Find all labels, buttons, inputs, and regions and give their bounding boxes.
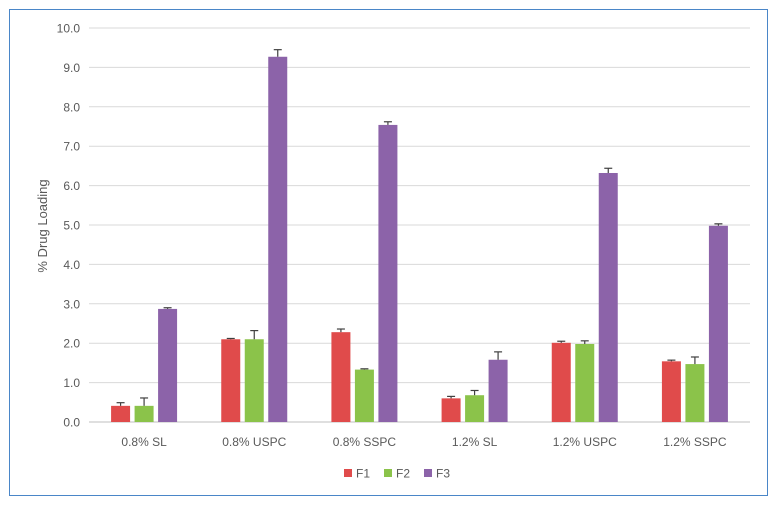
x-tick-label: 0.8% USPC (222, 435, 286, 449)
x-tick-label: 1.2% SSPC (663, 435, 727, 449)
y-tick-label: 4.0 (63, 258, 80, 272)
y-tick-label: 2.0 (63, 337, 80, 351)
bar-f3 (378, 124, 398, 422)
bar-f2 (134, 405, 154, 422)
error-bars (116, 49, 723, 406)
legend-label-f1: F1 (356, 467, 370, 481)
bar-f3 (158, 308, 178, 422)
legend-label-f3: F3 (436, 467, 450, 481)
x-tick-label: 0.8% SSPC (333, 435, 397, 449)
bar-f2 (354, 369, 374, 422)
bar-f1 (111, 405, 131, 422)
legend: F1 F2 F3 (344, 467, 450, 481)
bar-f2 (575, 343, 595, 422)
bars (111, 56, 728, 423)
y-tick-label: 7.0 (63, 140, 80, 154)
y-tick-label: 10.0 (57, 22, 81, 36)
bar-f1 (661, 361, 681, 422)
bar-f3 (708, 225, 728, 422)
bar-f1 (221, 339, 241, 422)
y-tick-label: 3.0 (63, 297, 80, 311)
y-tick-label: 1.0 (63, 376, 80, 390)
x-tick-label: 0.8% SL (121, 435, 167, 449)
bar-f3 (488, 359, 508, 422)
y-tick-label: 8.0 (63, 100, 80, 114)
bar-f1 (331, 332, 351, 422)
y-tick-label: 5.0 (63, 219, 80, 233)
x-tick-label: 1.2% SL (452, 435, 498, 449)
x-tick-label: 1.2% USPC (553, 435, 617, 449)
legend-swatch-f3 (424, 469, 432, 477)
y-tick-label: 9.0 (63, 61, 80, 75)
y-axis-label: % Drug Loading (35, 179, 50, 272)
bar-f1 (441, 398, 461, 422)
bar-f3 (598, 172, 618, 422)
y-tick-label: 6.0 (63, 179, 80, 193)
bar-f2 (685, 364, 705, 422)
legend-swatch-f2 (384, 469, 392, 477)
y-tick-labels: 0.0 1.0 2.0 3.0 4.0 5.0 6.0 7.0 8.0 9.0 10.0 (57, 22, 81, 430)
gridlines (89, 27, 750, 423)
x-tick-labels: 0.8% SL 0.8% USPC 0.8% SSPC 1.2% SL 1.2% USP… (121, 435, 727, 449)
bar-f1 (551, 342, 571, 422)
legend-swatch-f1 (344, 469, 352, 477)
bar-f2 (465, 395, 485, 422)
bar-f3 (268, 56, 288, 423)
y-tick-label: 0.0 (63, 416, 80, 430)
bar-f2 (244, 339, 264, 422)
legend-label-f2: F2 (396, 467, 410, 481)
